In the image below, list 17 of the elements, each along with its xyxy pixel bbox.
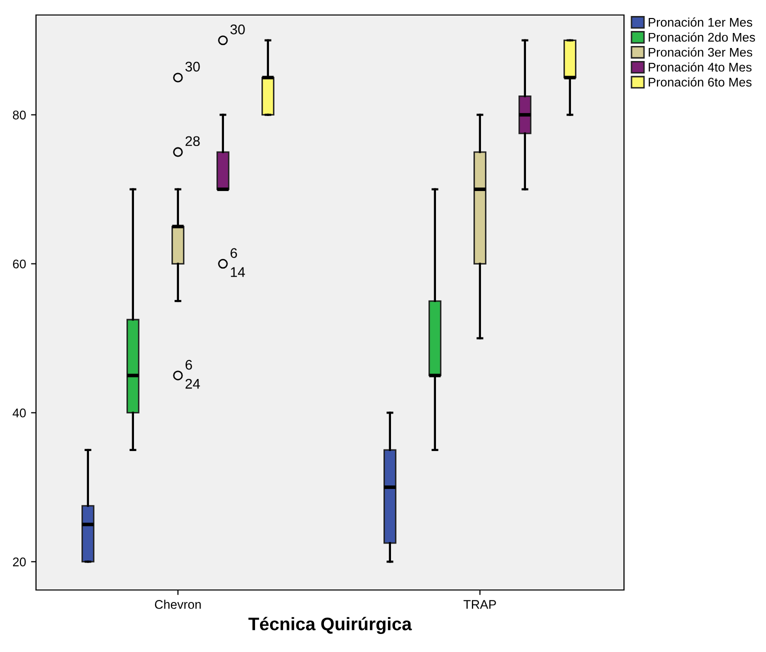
annotation: 6 14 (230, 248, 245, 277)
annotation: 30 (185, 62, 200, 72)
y-tick-label: 40 (12, 408, 26, 418)
y-tick-label: 60 (13, 260, 26, 268)
legend-label: Pronación 1er Mes (648, 17, 752, 27)
annotation: 30 (230, 24, 245, 34)
y-tick-label: 80 (12, 110, 26, 120)
y-tick-label: 20 (13, 558, 26, 566)
x-axis-title: Técnica Quirúrgica (248, 616, 412, 634)
legend-label: Pronación 3er Mes (648, 47, 752, 57)
legend-label: Pronación 2do Mes (648, 32, 755, 42)
annotation: 6 24 (186, 360, 200, 389)
x-tick-label: Chevron (154, 600, 201, 609)
x-tick-label: TRAP (464, 600, 496, 609)
annotation: 28 (186, 136, 200, 146)
legend-label: Pronación 6to Mes (648, 77, 752, 87)
legend-label: Pronación 4to Mes (648, 62, 752, 72)
